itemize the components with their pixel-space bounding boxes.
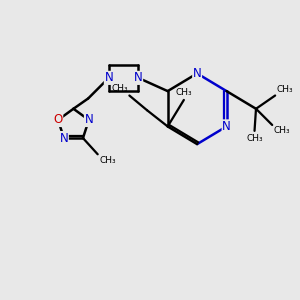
Text: CH₃: CH₃ bbox=[274, 126, 290, 135]
Text: N: N bbox=[104, 71, 113, 84]
Text: CH₃: CH₃ bbox=[277, 85, 293, 94]
Text: N: N bbox=[193, 67, 202, 80]
Text: CH₃: CH₃ bbox=[111, 84, 128, 93]
Text: CH₃: CH₃ bbox=[99, 156, 116, 165]
Text: N: N bbox=[85, 113, 93, 127]
Text: N: N bbox=[222, 120, 231, 133]
Text: CH₃: CH₃ bbox=[246, 134, 263, 143]
Text: N: N bbox=[134, 71, 142, 84]
Text: CH₃: CH₃ bbox=[176, 88, 192, 97]
Text: O: O bbox=[53, 113, 63, 127]
Text: N: N bbox=[60, 132, 68, 145]
